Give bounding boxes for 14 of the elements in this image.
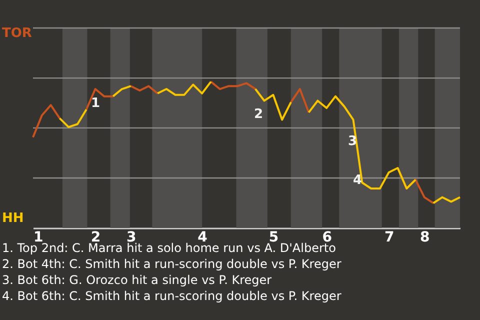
- x-tick-label: 5: [268, 230, 279, 246]
- text: 4. Bot 6th: C. Smith hit a run-scoring double vs P. Kreger: [2, 289, 342, 303]
- x-tick-label: 7: [384, 230, 394, 246]
- text: 3. Bot 6th: G. Orozco hit a single vs P. Kreger: [2, 273, 272, 287]
- annotation: 4: [353, 173, 362, 188]
- annotation: 3: [348, 134, 358, 149]
- text: 2. Bot 4th: C. Smith hit a run-scoring double vs P. Kreger: [2, 257, 342, 271]
- x-tick-label: 4: [198, 230, 208, 246]
- text: TOR: [2, 26, 32, 41]
- x-tick-label: 1: [34, 230, 44, 246]
- annotation: 2: [254, 107, 264, 122]
- annotation: 1: [91, 96, 100, 111]
- x-tick-label: 8: [420, 230, 430, 246]
- text: HH: [2, 211, 24, 226]
